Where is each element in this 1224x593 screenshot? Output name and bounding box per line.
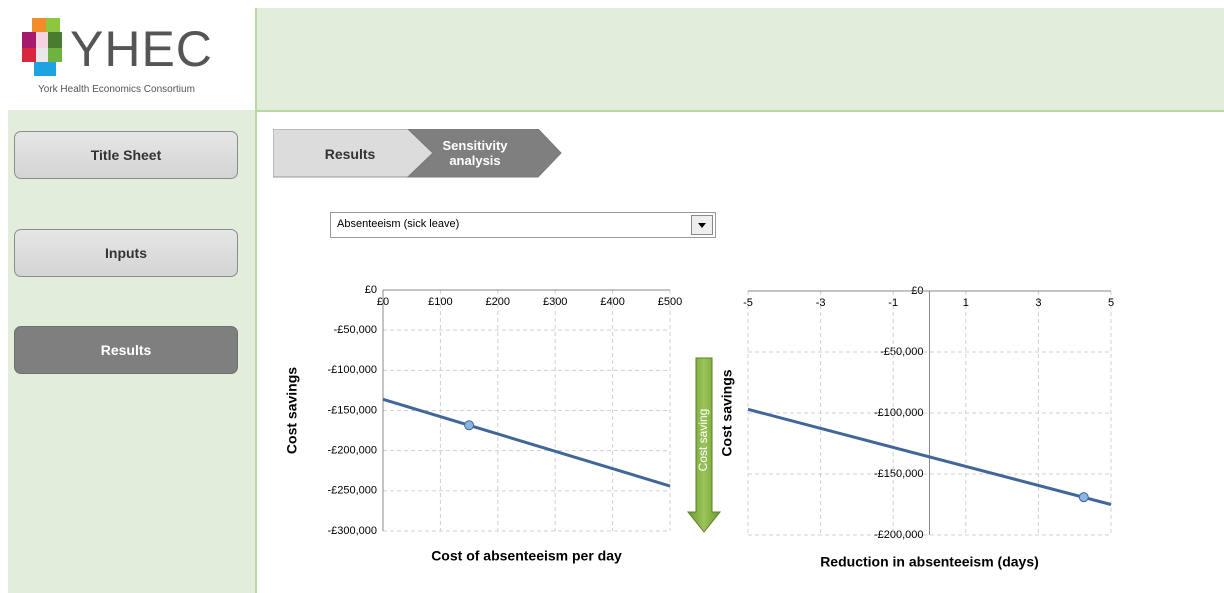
logo-mark (22, 18, 62, 76)
y-tick-label: -£100,000 (874, 407, 924, 419)
divider (255, 8, 257, 593)
data-point (1078, 492, 1089, 503)
y-tick-label: -£100,000 (327, 364, 377, 376)
nav-button[interactable]: Inputs (14, 229, 238, 277)
x-axis-title: Reduction in absenteeism (days) (820, 554, 1039, 570)
data-point (464, 420, 475, 431)
y-tick-label: -£150,000 (327, 404, 377, 416)
breadcrumb-item[interactable]: Results (324, 146, 376, 162)
x-tick-label: -5 (743, 297, 753, 309)
y-tick-label: -£300,000 (327, 525, 377, 537)
x-tick-label: £500 (658, 296, 682, 308)
x-tick-label: -1 (888, 297, 898, 309)
nav-button[interactable]: Title Sheet (14, 131, 238, 179)
nav-button[interactable]: Results (14, 326, 238, 374)
breadcrumb-item[interactable]: Sensitivity analysis (442, 138, 508, 168)
x-tick-label: £100 (428, 296, 452, 308)
dropdown-value: Absenteeism (sick leave) (337, 218, 460, 230)
y-tick-label: -£50,000 (334, 324, 377, 336)
y-tick-label: -£50,000 (880, 346, 923, 358)
x-tick-label: 5 (1108, 297, 1114, 309)
y-tick-label: £0 (365, 284, 377, 296)
line (382, 397, 671, 488)
x-tick-label: -3 (816, 297, 826, 309)
x-tick-label: 1 (963, 297, 969, 309)
dropdown-arrow[interactable] (691, 215, 713, 235)
y-tick-label: -£200,000 (874, 529, 924, 541)
cost-saving-arrow (686, 357, 722, 533)
x-tick-label: £400 (600, 296, 624, 308)
y-axis-title: Cost savings (284, 367, 300, 454)
y-tick-label: -£200,000 (327, 445, 377, 457)
divider-h (255, 110, 1224, 112)
y-axis-title: Cost savings (719, 369, 735, 456)
x-axis-title: Cost of absenteeism per day (431, 548, 622, 564)
x-tick-label: 3 (1035, 297, 1041, 309)
annotation: Cost saving (696, 409, 710, 472)
x-tick-label: £300 (543, 296, 567, 308)
line (747, 407, 1112, 506)
y-tick-label: -£250,000 (327, 485, 377, 497)
x-tick-label: £200 (486, 296, 510, 308)
breadcrumb (273, 129, 562, 178)
tagline: York Health Economics Consortium (38, 84, 195, 95)
arrow-icon (698, 223, 706, 228)
dropdown[interactable]: Absenteeism (sick leave) (330, 212, 716, 238)
brand: YHEC (70, 21, 213, 77)
y-tick-label: -£150,000 (874, 468, 924, 480)
